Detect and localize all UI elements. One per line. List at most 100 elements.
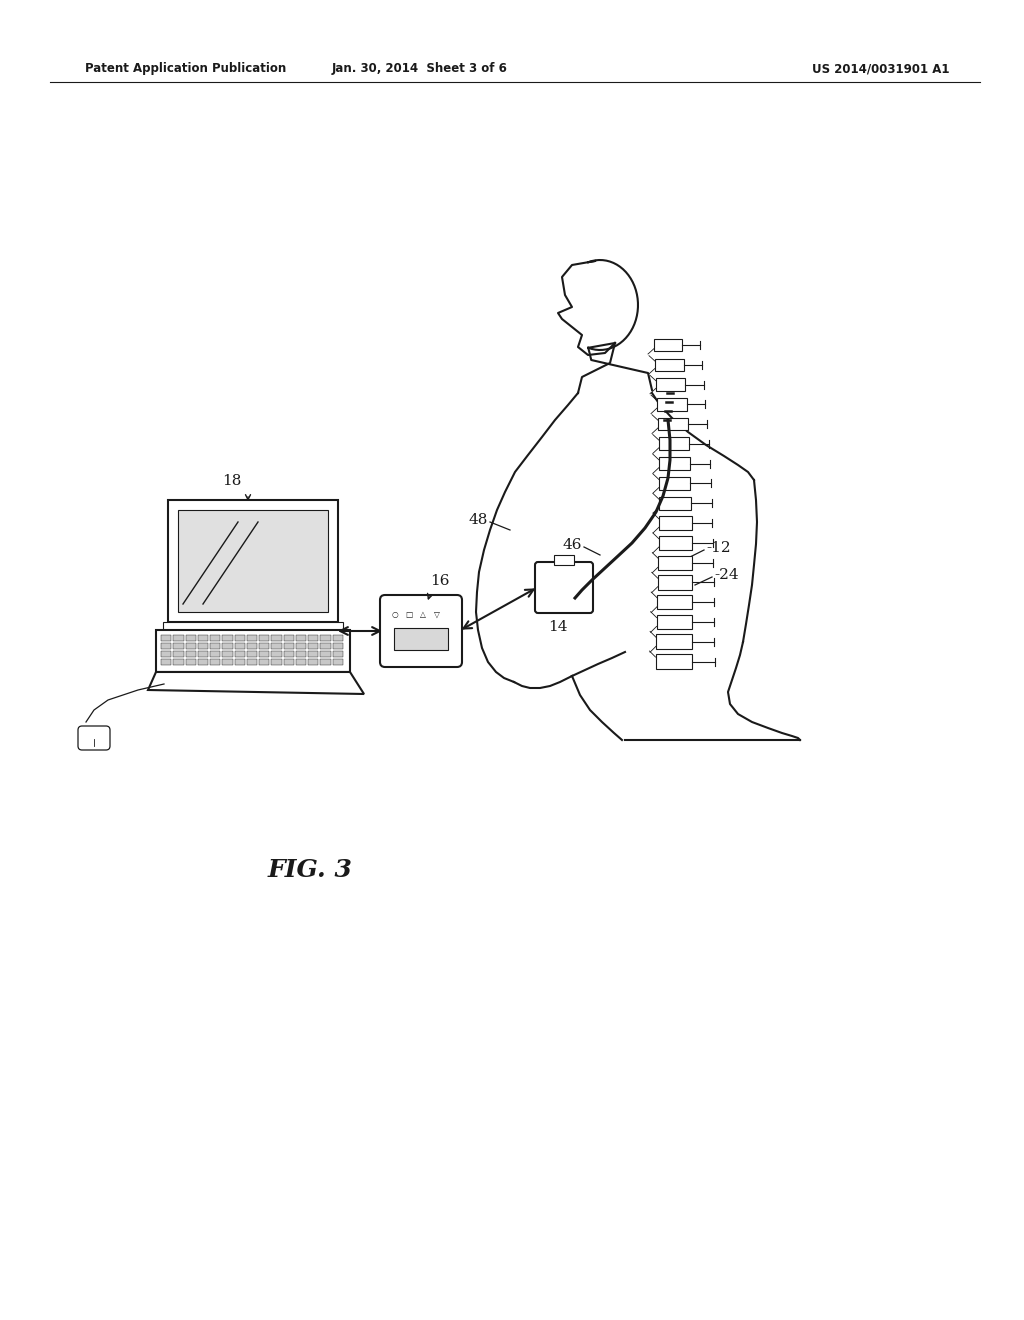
Bar — [271, 635, 282, 642]
Bar — [210, 659, 220, 665]
Text: △: △ — [420, 610, 426, 619]
Text: US 2014/0031901 A1: US 2014/0031901 A1 — [812, 62, 950, 75]
Bar — [234, 651, 245, 657]
Bar — [210, 643, 220, 649]
Bar — [659, 496, 691, 510]
Bar — [173, 659, 183, 665]
Bar — [284, 643, 294, 649]
Bar — [308, 643, 318, 649]
Bar — [185, 643, 196, 649]
Text: -24: -24 — [714, 568, 738, 582]
Bar — [222, 643, 232, 649]
Text: ○: ○ — [392, 610, 398, 619]
Bar — [161, 635, 171, 642]
Bar — [308, 651, 318, 657]
Bar — [247, 643, 257, 649]
Bar — [234, 635, 245, 642]
Text: FIG. 3: FIG. 3 — [267, 858, 352, 882]
Text: 16: 16 — [430, 574, 450, 587]
Text: Jan. 30, 2014  Sheet 3 of 6: Jan. 30, 2014 Sheet 3 of 6 — [332, 62, 508, 75]
Bar — [156, 630, 350, 672]
Bar — [163, 622, 343, 630]
Bar — [247, 651, 257, 657]
Bar — [161, 659, 171, 665]
Bar — [222, 651, 232, 657]
Text: 46: 46 — [562, 539, 582, 552]
Text: 18: 18 — [222, 474, 242, 488]
Bar — [658, 457, 690, 470]
Bar — [259, 659, 269, 665]
Bar — [271, 659, 282, 665]
Bar — [654, 339, 682, 351]
Bar — [656, 615, 691, 630]
Text: 48: 48 — [469, 513, 488, 527]
Bar — [178, 510, 328, 612]
Bar — [655, 359, 683, 371]
Bar — [658, 417, 688, 430]
Text: □: □ — [406, 610, 413, 619]
Bar — [657, 576, 692, 590]
Text: 14: 14 — [548, 620, 567, 634]
FancyBboxPatch shape — [380, 595, 462, 667]
Bar — [296, 659, 306, 665]
Bar — [185, 635, 196, 642]
Bar — [173, 651, 183, 657]
Bar — [247, 659, 257, 665]
Text: ▽: ▽ — [434, 610, 440, 619]
Bar — [659, 516, 691, 529]
Bar — [284, 651, 294, 657]
Bar — [234, 643, 245, 649]
Bar — [198, 643, 208, 649]
Bar — [658, 437, 689, 450]
Bar — [333, 635, 343, 642]
Bar — [247, 635, 257, 642]
Bar — [657, 399, 686, 411]
Bar — [655, 653, 691, 669]
Text: Patent Application Publication: Patent Application Publication — [85, 62, 287, 75]
Polygon shape — [148, 672, 364, 694]
Bar — [161, 643, 171, 649]
Bar — [308, 659, 318, 665]
Bar — [234, 659, 245, 665]
Bar — [198, 635, 208, 642]
Bar — [185, 659, 196, 665]
Bar — [308, 635, 318, 642]
Bar — [321, 643, 331, 649]
Bar — [394, 628, 449, 649]
Bar — [284, 635, 294, 642]
Bar — [296, 635, 306, 642]
Bar — [259, 635, 269, 642]
Bar — [210, 635, 220, 642]
Bar — [296, 651, 306, 657]
Bar — [222, 659, 232, 665]
Bar — [296, 643, 306, 649]
Bar — [168, 500, 338, 622]
Bar — [333, 659, 343, 665]
Bar — [657, 595, 691, 610]
Bar — [333, 643, 343, 649]
Bar — [321, 651, 331, 657]
Bar — [185, 651, 196, 657]
Text: -12: -12 — [706, 541, 731, 554]
Bar — [271, 643, 282, 649]
Bar — [198, 659, 208, 665]
Bar — [321, 635, 331, 642]
Bar — [259, 643, 269, 649]
Bar — [284, 659, 294, 665]
Bar — [259, 651, 269, 657]
Bar — [321, 659, 331, 665]
Bar — [198, 651, 208, 657]
Bar — [656, 379, 685, 391]
Bar — [656, 635, 691, 649]
Bar — [173, 635, 183, 642]
Bar — [554, 554, 574, 565]
Bar — [658, 536, 692, 550]
Bar — [333, 651, 343, 657]
Bar — [161, 651, 171, 657]
Bar — [658, 556, 692, 570]
Bar — [222, 635, 232, 642]
FancyBboxPatch shape — [78, 726, 110, 750]
FancyBboxPatch shape — [535, 562, 593, 612]
Bar — [210, 651, 220, 657]
Bar — [173, 643, 183, 649]
